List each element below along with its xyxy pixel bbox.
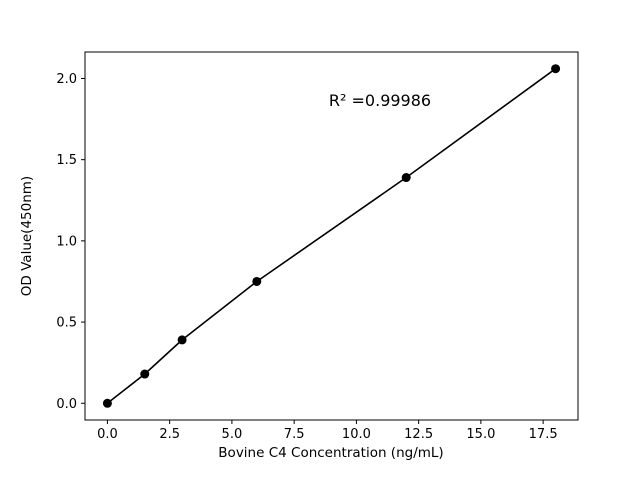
x-tick-label: 12.5 bbox=[404, 427, 433, 442]
data-point-marker bbox=[177, 335, 187, 345]
data-point-marker bbox=[140, 369, 150, 379]
x-tick-label: 10.0 bbox=[342, 427, 371, 442]
x-tick-label: 2.5 bbox=[159, 427, 180, 442]
plot-area: 0.0 2.5 5.0 7.5 10.0 12.5 15.0 17.5 0.0 0.5 1.0 1.5… bbox=[56, 51, 579, 442]
y-tick-label: 1.5 bbox=[56, 153, 77, 168]
data-point-marker bbox=[252, 276, 262, 286]
y-tick-label: 0.5 bbox=[56, 316, 77, 331]
data-point-marker bbox=[102, 398, 112, 408]
axes-frame bbox=[84, 51, 579, 421]
fit-line bbox=[106, 68, 557, 404]
data-point-marker bbox=[401, 173, 411, 183]
x-tick-label: 17.5 bbox=[529, 427, 558, 442]
y-axis-label: OD Value(450nm) bbox=[19, 176, 35, 296]
y-tick-label: 0.0 bbox=[56, 397, 77, 412]
data-point-marker bbox=[551, 64, 561, 74]
x-tick-label: 7.5 bbox=[284, 427, 305, 442]
x-tick-label: 0.0 bbox=[97, 427, 118, 442]
x-axis-label: Bovine C4 Concentration (ng/mL) bbox=[218, 445, 443, 461]
x-tick-label: 5.0 bbox=[222, 427, 243, 442]
y-tick-label: 1.0 bbox=[56, 234, 77, 249]
x-tick-label: 15.0 bbox=[466, 427, 495, 442]
r-squared-annotation: R² =0.99986 bbox=[329, 91, 431, 110]
y-tick-label: 2.0 bbox=[56, 72, 77, 87]
